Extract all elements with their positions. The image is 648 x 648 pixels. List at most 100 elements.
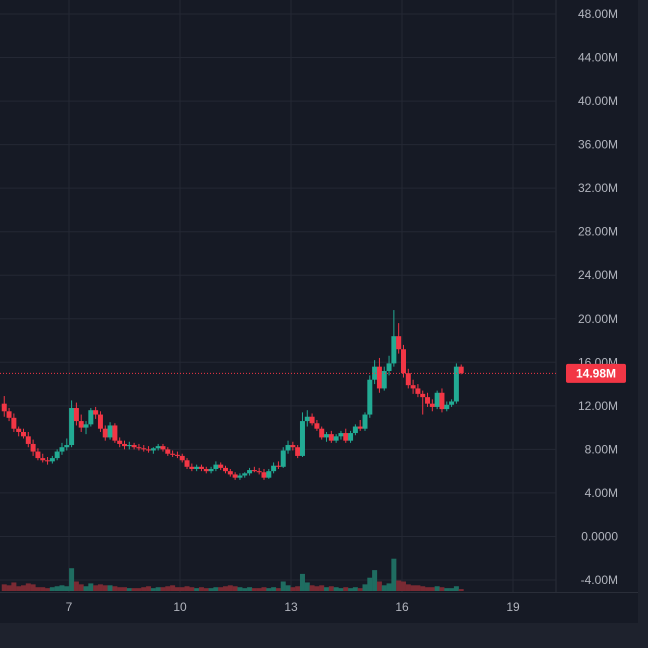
candle-body bbox=[93, 410, 99, 415]
time-axis-labels: 7 10 13 16 19 bbox=[66, 600, 520, 614]
candle bbox=[184, 458, 190, 469]
candle bbox=[40, 453, 46, 463]
candle-body bbox=[227, 471, 233, 475]
candle-body bbox=[223, 467, 229, 472]
candle bbox=[131, 442, 137, 450]
candle-body bbox=[170, 453, 176, 455]
candle-body bbox=[453, 366, 459, 402]
candle-body bbox=[251, 470, 257, 472]
volume-bar bbox=[45, 588, 51, 591]
candle-body bbox=[266, 471, 272, 478]
volume-bar bbox=[319, 585, 325, 591]
volume-bar bbox=[208, 588, 214, 591]
candle bbox=[165, 447, 171, 456]
x-tick-label: 16 bbox=[395, 600, 409, 614]
candle-body bbox=[391, 336, 397, 364]
candle-body bbox=[444, 404, 450, 410]
candle-body bbox=[174, 454, 180, 456]
candle-body bbox=[35, 451, 41, 459]
candle-body bbox=[218, 464, 224, 468]
volume-bar bbox=[198, 587, 204, 591]
candle bbox=[396, 323, 402, 354]
candle-body bbox=[458, 366, 464, 374]
candle bbox=[309, 413, 315, 426]
volume-bar bbox=[396, 580, 402, 591]
candle bbox=[179, 453, 185, 463]
candle bbox=[160, 443, 166, 452]
candle-body bbox=[203, 468, 209, 472]
volume-bar bbox=[170, 585, 176, 591]
candle bbox=[449, 399, 455, 407]
candle-body bbox=[112, 425, 118, 441]
volume-bar bbox=[290, 587, 296, 591]
y-tick-label: 20.00M bbox=[578, 312, 618, 326]
y-tick-label: 36.00M bbox=[578, 138, 618, 152]
candle-body bbox=[314, 423, 320, 429]
price-axis-labels: 48.00M 44.00M 40.00M 36.00M 32.00M 28.00M 24.0… bbox=[578, 7, 618, 587]
volume-bar bbox=[376, 581, 382, 591]
candle bbox=[304, 410, 310, 427]
candle-body bbox=[256, 471, 262, 473]
candle-body bbox=[449, 401, 455, 405]
volume-bar bbox=[155, 587, 161, 591]
volume-bar bbox=[333, 587, 339, 591]
candle-body bbox=[6, 411, 12, 418]
y-tick-label: 12.00M bbox=[578, 399, 618, 413]
volume-bar bbox=[136, 588, 142, 591]
candle-body bbox=[275, 465, 281, 467]
volume-bar bbox=[410, 585, 416, 591]
candle bbox=[136, 443, 142, 451]
volume-bar bbox=[434, 586, 440, 591]
candle-body bbox=[261, 472, 267, 478]
volume-bar bbox=[309, 585, 315, 591]
candle bbox=[73, 402, 79, 426]
volume-bar bbox=[78, 584, 84, 591]
time-axis-area[interactable] bbox=[0, 592, 638, 623]
volume-bar bbox=[362, 584, 368, 591]
candle bbox=[107, 422, 113, 440]
candle-body bbox=[131, 445, 137, 448]
volume-bar bbox=[415, 585, 421, 591]
candle bbox=[208, 466, 214, 474]
candle-body bbox=[290, 445, 296, 448]
candle bbox=[290, 441, 296, 451]
price-axis-area[interactable] bbox=[556, 0, 638, 592]
candle-body bbox=[381, 371, 387, 389]
candle-body bbox=[102, 428, 108, 438]
candle bbox=[247, 467, 253, 476]
candle bbox=[45, 457, 51, 465]
x-tick-label: 13 bbox=[284, 600, 298, 614]
volume-bar bbox=[213, 587, 219, 591]
candle bbox=[59, 442, 65, 455]
candle-body bbox=[367, 379, 373, 415]
candle-body bbox=[165, 449, 171, 454]
candle bbox=[1, 396, 7, 417]
candle-body bbox=[160, 446, 166, 450]
volume-bar bbox=[11, 582, 17, 591]
x-tick-label: 19 bbox=[506, 600, 520, 614]
candle-body bbox=[97, 414, 103, 429]
candle bbox=[405, 368, 411, 389]
candle-body bbox=[146, 449, 152, 451]
volume-bar bbox=[266, 588, 272, 591]
volume-bar bbox=[285, 585, 291, 591]
candle-body bbox=[59, 447, 65, 452]
candle bbox=[97, 411, 103, 432]
volume-bar bbox=[420, 586, 426, 591]
candle bbox=[425, 392, 431, 407]
candle-body bbox=[232, 474, 238, 478]
candle bbox=[146, 446, 152, 453]
candle bbox=[54, 449, 60, 461]
candle-body bbox=[194, 466, 200, 469]
volume-bar bbox=[314, 586, 320, 591]
volume-bar bbox=[25, 583, 31, 591]
candle bbox=[275, 461, 281, 469]
candle bbox=[429, 399, 435, 412]
candle-body bbox=[352, 426, 358, 434]
y-tick-label: 48.00M bbox=[578, 7, 618, 21]
candle bbox=[112, 423, 118, 443]
volume-bar bbox=[247, 587, 253, 591]
candle-body bbox=[126, 445, 132, 447]
volume-bar bbox=[35, 587, 41, 591]
